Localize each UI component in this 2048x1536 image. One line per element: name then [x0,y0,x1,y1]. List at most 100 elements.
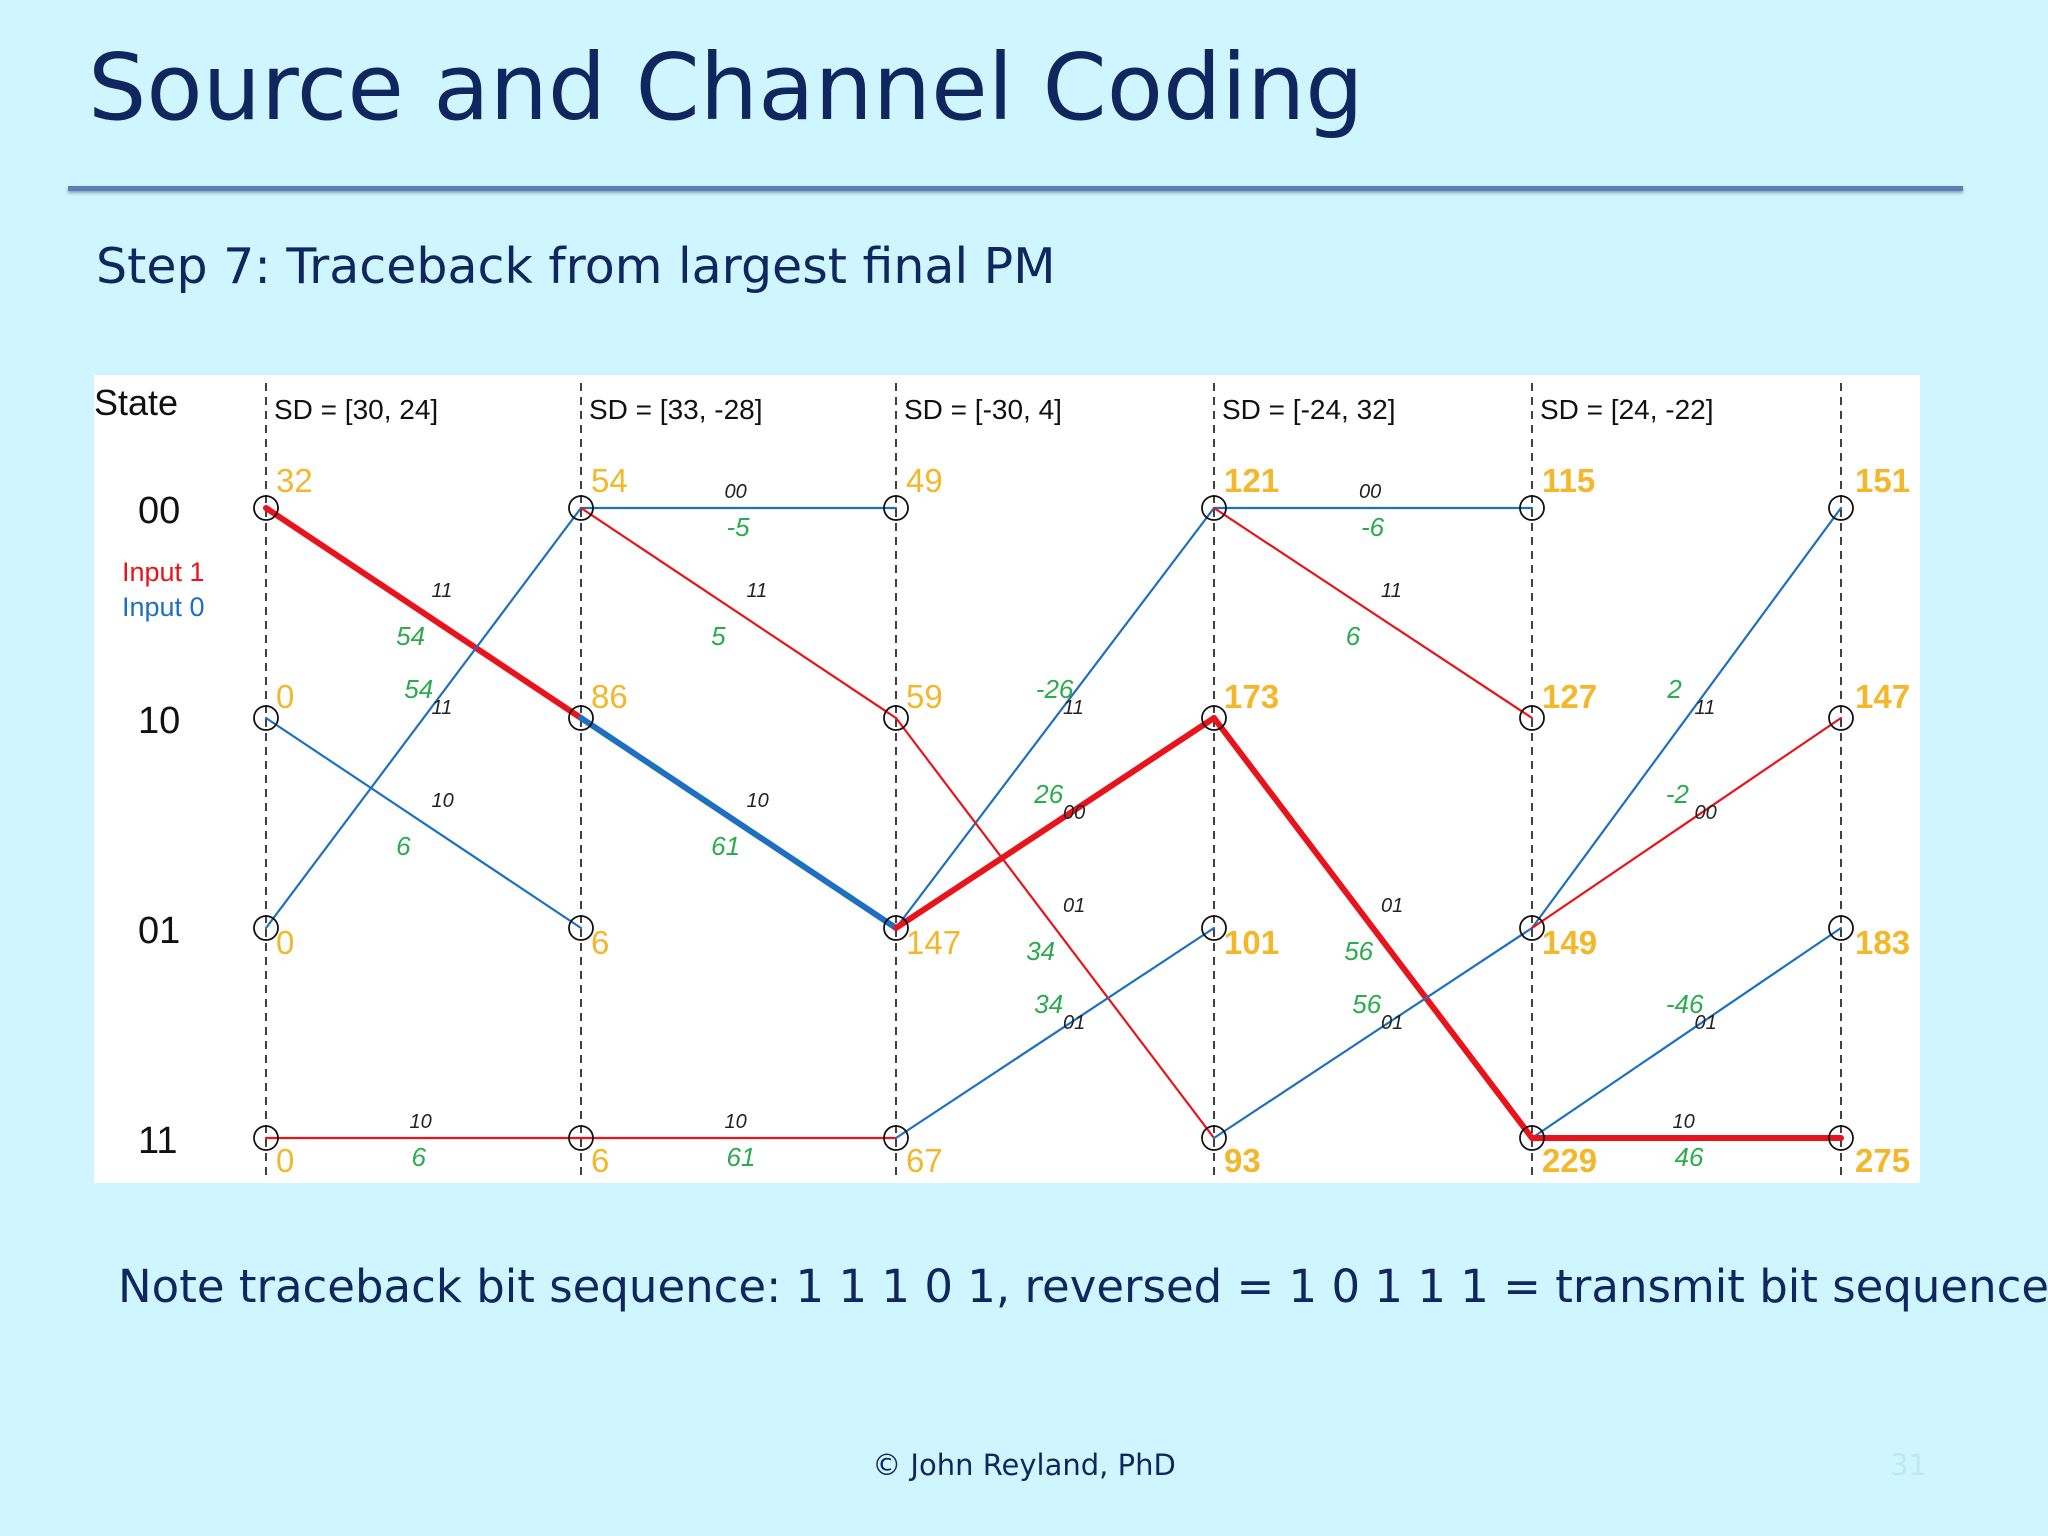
trellis-node-1-2 [568,915,594,941]
branch-metric-9: 26 [1033,779,1063,809]
slide-title: Source and Channel Coding [88,34,1364,141]
branch-metric-17: -2 [1666,779,1690,809]
branch-code-12: 00 [1359,481,1381,503]
trellis-node-2-1 [883,705,909,731]
branch-metric-19: 46 [1675,1142,1704,1172]
trellis-node-1-3 [568,1125,594,1151]
branch-code-2: 11 [432,697,453,719]
branch-code-14: 01 [1381,895,1403,917]
branch-code-7: 10 [725,1111,747,1133]
branch-code-17: 00 [1695,802,1717,824]
path-metric-4-2: 149 [1542,924,1597,961]
branch-2 [264,506,583,930]
branch-code-19: 10 [1673,1111,1695,1133]
trellis-node-5-3 [1828,1125,1854,1151]
traceback-branch-14 [1211,715,1535,1141]
path-metric-1-0: 54 [591,462,628,499]
trellis-diagram: State 00 10 01 11 Input 1 Input 0 SD = [30, 24]… [94,375,1920,1183]
trellis-node-0-1 [253,705,279,731]
trellis-node-5-1 [1828,705,1854,731]
sd-label-0: SD = [30, 24] [274,394,438,425]
branch-metric-3: 6 [412,1142,427,1172]
branch-code-16: 11 [1695,697,1716,719]
branch-metric-5: 5 [711,621,726,651]
branch-code-1: 10 [432,790,454,812]
trellis-node-4-2 [1519,915,1545,941]
branch-13 [1212,506,1534,720]
state-label-00: 00 [138,490,180,532]
branch-metric-7: 61 [727,1142,756,1172]
branch-8 [894,506,1216,930]
branch-metric-15: 56 [1352,989,1381,1019]
footer-copyright: © John Reyland, PhD [872,1448,1176,1482]
branch-10 [894,716,1216,1140]
path-metric-5-3: 275 [1855,1142,1910,1179]
branch-code-9: 00 [1063,802,1085,824]
branch-code-6: 10 [747,790,769,812]
branch-code-3: 10 [410,1111,432,1133]
branch-metric-18: -46 [1666,989,1704,1019]
trellis-node-4-3 [1519,1125,1545,1151]
title-divider [68,186,1963,191]
path-metric-5-0: 151 [1855,462,1910,499]
branch-code-15: 01 [1381,1012,1403,1034]
trellis-node-4-0 [1519,495,1545,521]
branch-metric-0: 54 [396,621,425,651]
path-metric-5-1: 147 [1855,678,1910,715]
path-metric-0-3: 0 [276,1142,294,1179]
sd-label-3: SD = [-24, 32] [1222,394,1396,425]
sd-label-1: SD = [33, -28] [589,394,763,425]
branch-metric-14: 56 [1344,936,1373,966]
branch-metric-1: 6 [396,831,411,861]
branch-metric-11: 34 [1034,989,1063,1019]
path-metric-3-3: 93 [1224,1142,1261,1179]
trellis-node-4-1 [1519,705,1545,731]
trellis-node-3-2 [1201,915,1227,941]
state-label-11: 11 [138,1120,177,1162]
slide-subtitle: Step 7: Traceback from largest final PM [96,238,1056,295]
trellis-node-0-2 [253,915,279,941]
branch-code-0: 11 [432,580,453,602]
branch-code-5: 11 [747,580,768,602]
branch-11 [894,926,1216,1140]
traceback-branch-0 [263,505,584,721]
branch-code-13: 11 [1381,580,1402,602]
branch-17 [1530,716,1843,930]
trellis-node-3-1 [1201,705,1227,731]
traceback-branch-6 [578,715,899,931]
branch-16 [1530,506,1843,930]
branch-code-4: 00 [725,481,747,503]
branch-1 [264,716,583,930]
branch-metric-13: 6 [1346,621,1361,651]
branch-15 [1212,926,1534,1140]
sd-label-4: SD = [24, -22] [1540,394,1714,425]
traceback-branch-9 [893,715,1217,931]
trellis-node-5-2 [1828,915,1854,941]
branch-metric-12: -6 [1361,512,1385,542]
branch-code-18: 01 [1695,1012,1717,1034]
branch-metric-10: 34 [1026,936,1055,966]
slide-number: 31 [1890,1448,1927,1482]
trellis-node-0-3 [253,1125,279,1151]
path-metric-2-1: 59 [906,678,943,715]
path-metric-0-1: 0 [276,678,294,715]
path-metric-0-2: 0 [276,924,294,961]
path-metric-3-0: 121 [1224,462,1279,499]
trellis-node-2-3 [883,1125,909,1151]
path-metric-0-0: 32 [276,462,313,499]
branch-metric-16: 2 [1666,674,1682,704]
branch-metric-2: 54 [404,674,433,704]
branch-code-8: 11 [1063,697,1084,719]
trellis-node-5-0 [1828,495,1854,521]
sd-label-2: SD = [-30, 4] [904,394,1062,425]
trellis-node-1-1 [568,705,594,731]
branch-metric-6: 61 [711,831,740,861]
path-metric-5-2: 183 [1855,924,1910,961]
trellis-node-3-3 [1201,1125,1227,1151]
state-header: State [94,382,178,423]
path-metric-4-0: 115 [1542,462,1595,499]
path-metric-1-3: 6 [591,1142,609,1179]
path-metric-1-2: 6 [591,924,609,961]
legend-input-0: Input 0 [122,592,205,622]
branch-metric-8: -26 [1036,674,1074,704]
